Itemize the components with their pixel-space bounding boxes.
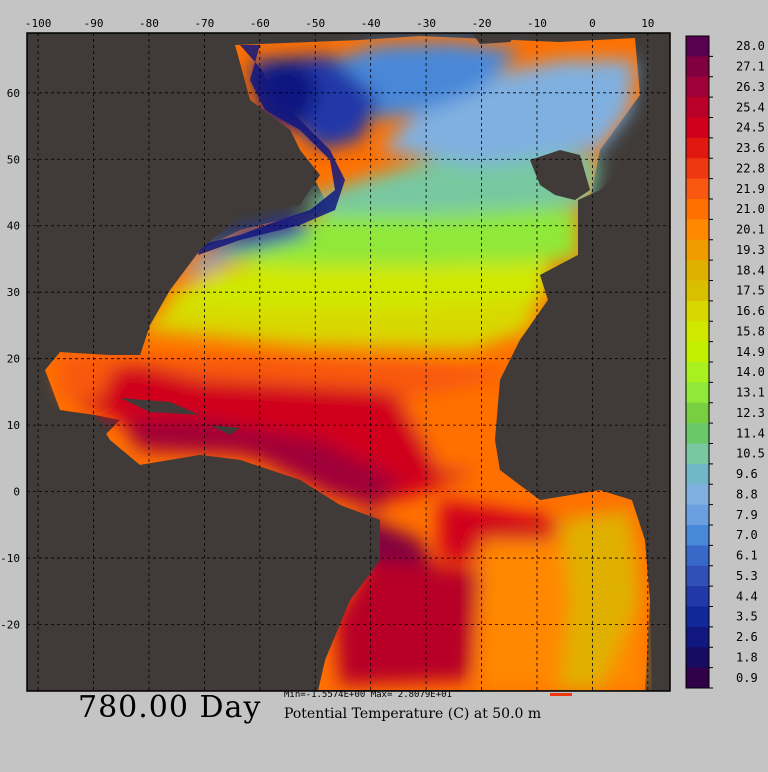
colorbar-label: 22.8 [736, 161, 765, 175]
colorbar-label: 3.5 [736, 610, 758, 624]
graticule [27, 33, 670, 691]
latitude-tick-label: 30 [7, 286, 20, 299]
longitude-tick-label: -40 [361, 17, 381, 30]
colorbar-swatch [686, 341, 709, 363]
colorbar-label: 19.3 [736, 243, 765, 257]
land-masses [27, 33, 670, 691]
longitude-tick-label: -90 [84, 17, 104, 30]
colorbar-label: 13.1 [736, 386, 765, 400]
colorbar-label: 18.4 [736, 263, 765, 277]
colorbar-swatch [686, 260, 709, 281]
time-label: 780.00 Day [78, 690, 262, 725]
latitude-labels: 60 50 40 30 20 10 0 -10 -20 [0, 87, 20, 632]
colorbar-label: 2.6 [736, 630, 758, 644]
colorbar-swatch [686, 362, 709, 383]
colorbar-label: 9.6 [736, 467, 758, 481]
colorbar-swatch [686, 525, 709, 546]
colorbar-label: 5.3 [736, 569, 758, 583]
colorbar-swatch [686, 382, 709, 404]
colorbar-swatch [686, 402, 709, 424]
colorbar-swatch [686, 178, 709, 200]
colorbar-swatch [686, 647, 709, 669]
colorbar-label: 20.1 [736, 223, 765, 237]
colorbar-label: 11.4 [736, 426, 765, 440]
longitude-tick-label: -30 [416, 17, 436, 30]
colorbar-label: 28.0 [736, 39, 765, 53]
colorbar-label: 15.8 [736, 324, 765, 338]
longitude-tick-label: -60 [250, 17, 270, 30]
colorbar-label: 23.6 [736, 141, 765, 155]
colorbar-swatch [686, 443, 709, 465]
colorbar-swatch [686, 321, 709, 343]
colorbar-swatch [686, 56, 709, 78]
longitude-tick-label: 10 [641, 17, 654, 30]
colorbar-swatch [686, 545, 709, 567]
colorbar-label: 6.1 [736, 549, 758, 563]
colorbar-label: 12.3 [736, 406, 765, 420]
colorbar-swatch [686, 463, 709, 485]
longitude-tick-label: -10 [527, 17, 547, 30]
latitude-tick-label: 0 [13, 486, 20, 499]
longitude-labels: -100 -90 -80 -70 -60 -50 -40 -30 -20 -10 0 10 [25, 17, 655, 30]
colorbar-swatch [686, 300, 709, 322]
colorbar-swatch [686, 97, 709, 118]
colorbar-swatch [686, 117, 709, 139]
longitude-tick-label: -80 [139, 17, 159, 30]
colorbar-label: 24.5 [736, 121, 765, 135]
longitude-tick-label: -100 [25, 17, 52, 30]
colorbar-swatch [686, 239, 709, 261]
colorbar-label: 27.1 [736, 60, 765, 74]
colorbar-swatch [686, 76, 709, 98]
colorbar-label: 10.5 [736, 447, 765, 461]
latitude-tick-label: 40 [7, 220, 20, 233]
latitude-tick-label: 60 [7, 87, 20, 100]
latitude-tick-label: 20 [7, 353, 20, 366]
colorbar-swatch [686, 626, 709, 648]
colorbar-label: 4.4 [736, 589, 758, 603]
colorbar-swatch [686, 199, 709, 220]
colorbar-label: 8.8 [736, 487, 758, 501]
colorbar-swatch [686, 586, 709, 607]
longitude-tick-label: -20 [472, 17, 492, 30]
ocean-field [45, 36, 650, 690]
colorbar-swatch [686, 667, 709, 689]
colorbar-label: 1.8 [736, 650, 758, 664]
colorbar-label: 14.9 [736, 345, 765, 359]
longitude-tick-label: -70 [194, 17, 214, 30]
minmax-marker [550, 693, 572, 696]
colorbar-label: 21.9 [736, 182, 765, 196]
minmax-label: Min=-1.5574E+00 Max= 2.8079E+01 [284, 690, 452, 700]
colorbar-label: 21.0 [736, 202, 765, 216]
colorbar-swatch [686, 158, 709, 180]
map-frame [26, 32, 671, 692]
colorbar-swatch [686, 280, 709, 302]
colorbar-label: 0.9 [736, 671, 758, 685]
colorbar: 28.0 27.1 26.3 25.4 24.5 23.6 22.8 21.9 21.0 20.1… [685, 35, 765, 689]
colorbar-swatch [686, 36, 709, 57]
colorbar-swatch [686, 423, 709, 444]
colorbar-label: 25.4 [736, 100, 765, 114]
colorbar-swatch [686, 606, 709, 628]
latitude-tick-label: 50 [7, 153, 20, 166]
longitude-tick-label: 0 [589, 17, 596, 30]
latitude-tick-label: -10 [0, 552, 20, 565]
colorbar-label: 16.6 [736, 304, 765, 318]
colorbar-label: 14.0 [736, 365, 765, 379]
colorbar-swatch [686, 219, 709, 241]
latitude-tick-label: 10 [7, 419, 20, 432]
colorbar-swatch [686, 484, 709, 506]
colorbar-label: 7.9 [736, 508, 758, 522]
longitude-tick-label: -50 [305, 17, 325, 30]
colorbar-swatch [686, 137, 709, 159]
colorbar-label: 17.5 [736, 284, 765, 298]
colorbar-label: 7.0 [736, 528, 758, 542]
colorbar-swatch [686, 504, 709, 526]
colorbar-label: 26.3 [736, 80, 765, 94]
variable-label: Potential Temperature (C) at 50.0 m [284, 706, 542, 722]
colorbar-swatch [686, 565, 709, 587]
latitude-tick-label: -20 [0, 619, 20, 632]
